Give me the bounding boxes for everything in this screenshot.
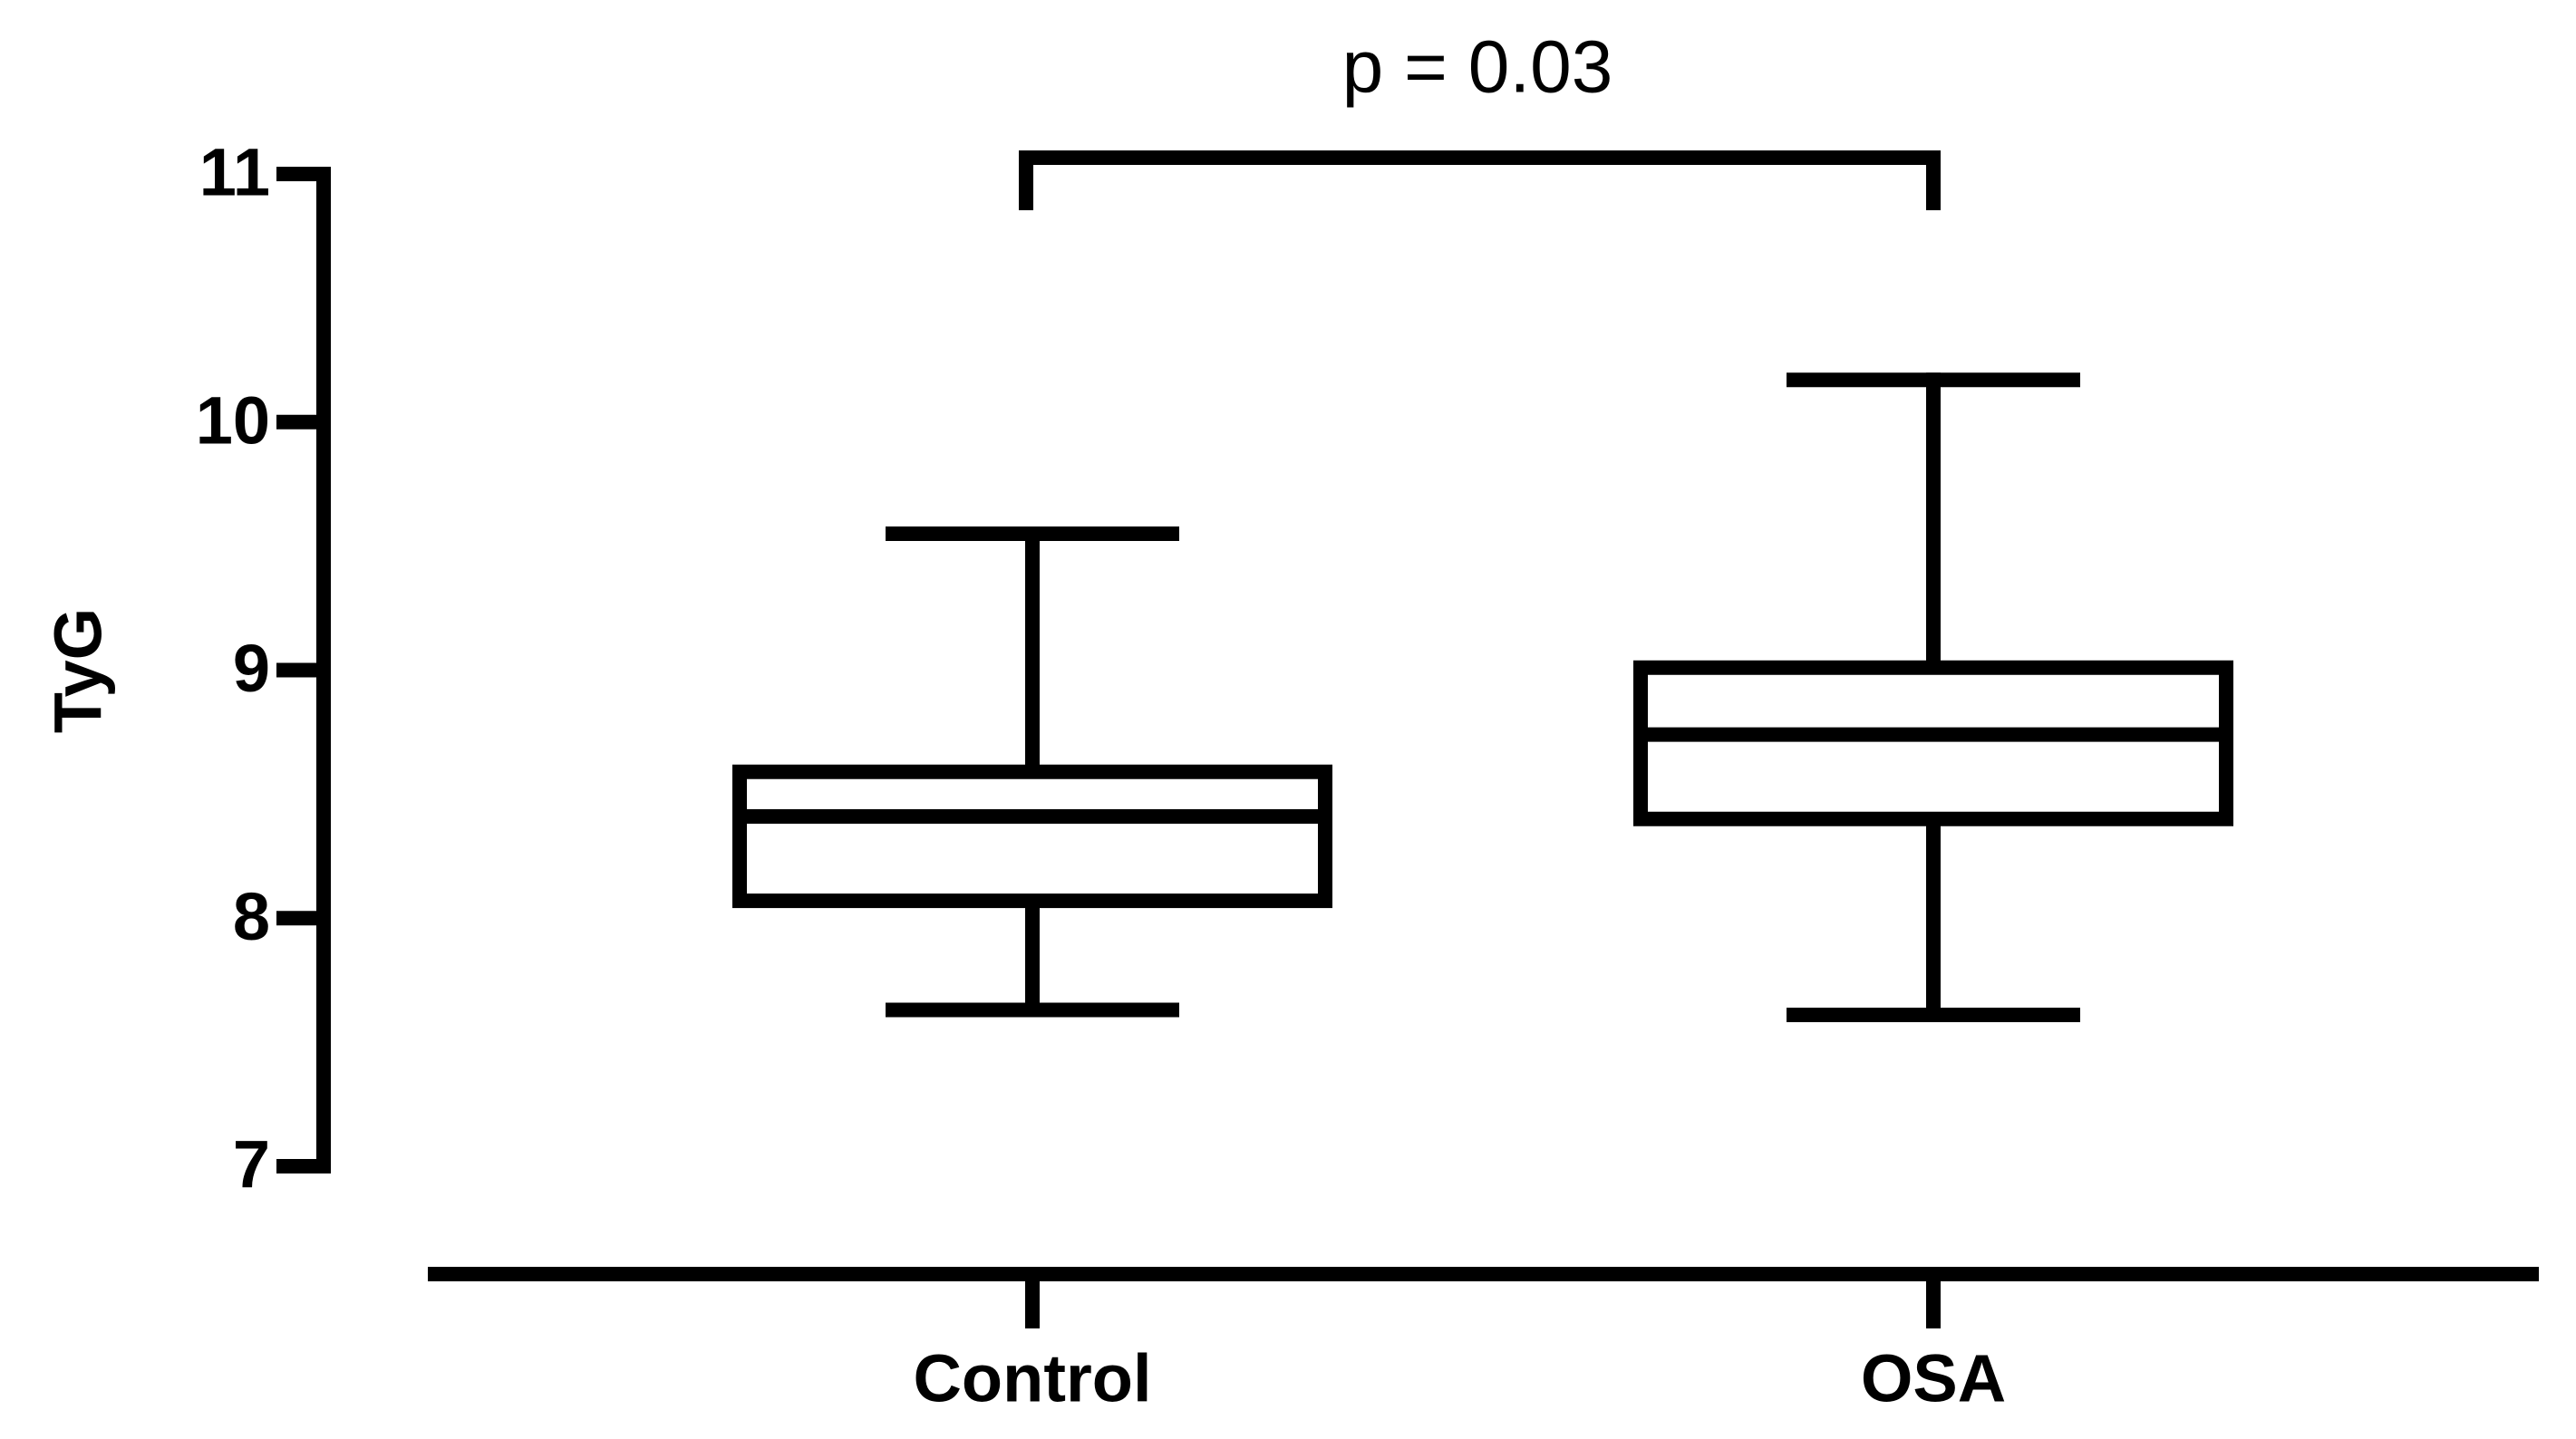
significance-bracket — [1019, 150, 1941, 210]
box — [1633, 660, 2233, 826]
y-axis-label: TyG — [41, 608, 116, 733]
x-tick-label: Control — [913, 1341, 1151, 1416]
y-tick-label: 8 — [233, 879, 270, 954]
x-tick-label: OSA — [1861, 1341, 2006, 1416]
p-value-annotation: p = 0.03 — [1342, 26, 1613, 109]
y-tick-label: 7 — [233, 1127, 270, 1202]
y-tick-label: 9 — [233, 631, 270, 706]
y-tick-label: 10 — [196, 382, 270, 458]
y-tick-label: 11 — [199, 135, 270, 210]
box — [732, 764, 1332, 909]
